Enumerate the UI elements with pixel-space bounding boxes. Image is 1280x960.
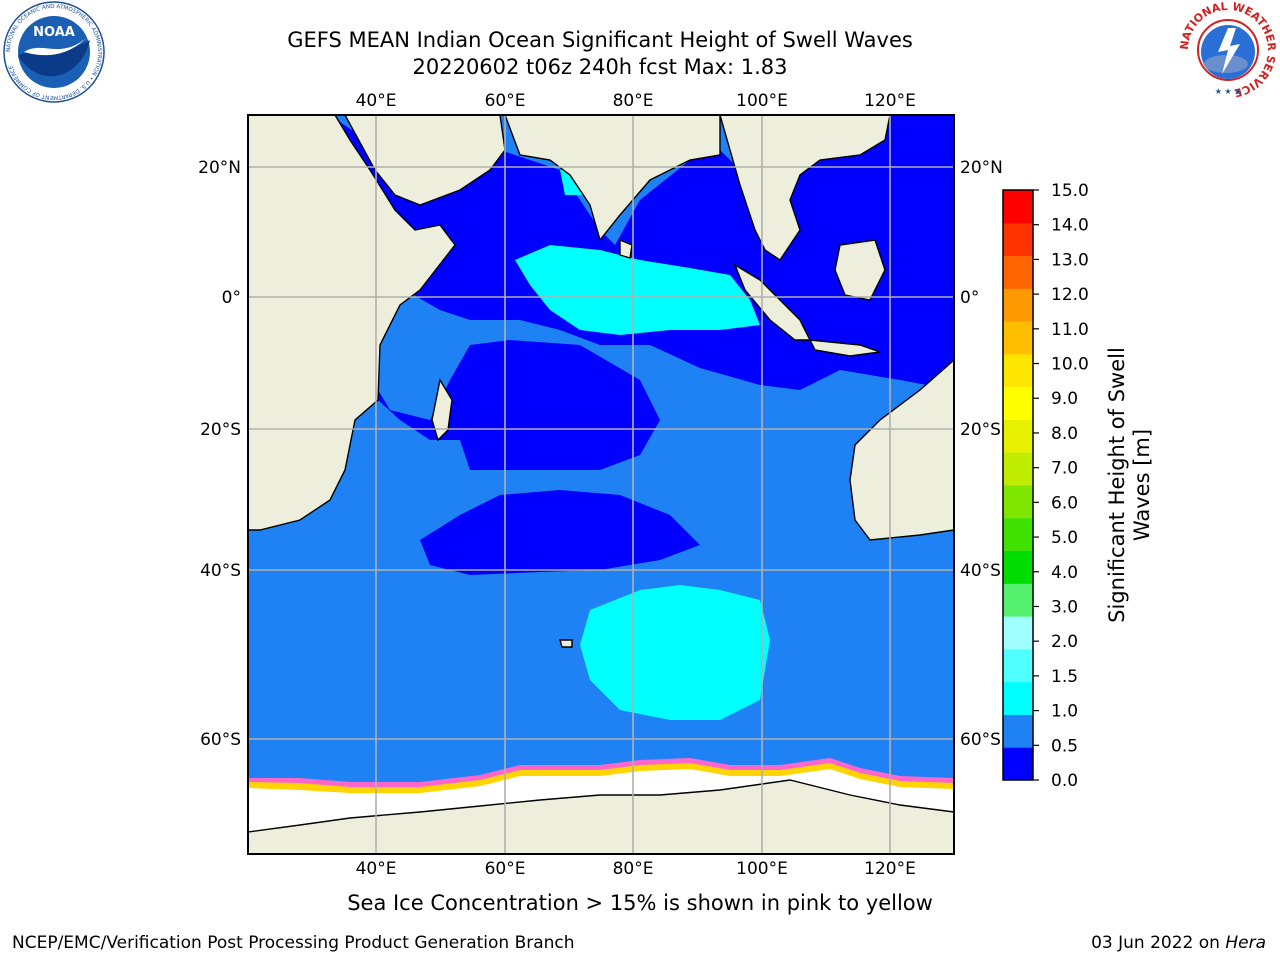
colorbar-swatch: [1003, 747, 1033, 781]
colorbar-tick-label: 5.0: [1051, 528, 1078, 548]
nws-logo: NATIONAL WEATHER SERVICE ★ ★ ★: [1178, 0, 1278, 99]
colorbar-tick-label: 9.0: [1051, 389, 1078, 409]
low-swell-east: [775, 115, 954, 330]
colorbar-tick-label: 2.0: [1051, 632, 1078, 652]
colorbar-tick-label: 1.0: [1051, 702, 1078, 722]
lon-bottom-label: 60°E: [485, 859, 526, 879]
swell-band-southern: [580, 585, 770, 720]
sumatra-land: [733, 263, 812, 341]
colorbar-frame: [1002, 189, 1034, 781]
chart-title: GEFS MEAN Indian Ocean Significant Heigh…: [287, 28, 913, 52]
lon-bottom-label: 80°E: [613, 859, 654, 879]
colorbar-tick-label: 13.0: [1051, 250, 1089, 270]
graticule: [248, 115, 954, 854]
colorbar-tick-label: 0.5: [1051, 736, 1078, 756]
colorbar-swatch: [1003, 517, 1033, 552]
colorbar-swatch: [1003, 255, 1033, 289]
low-swell-southern: [420, 490, 700, 575]
lat-right-label: 20°S: [960, 420, 1001, 440]
machine-name: Hera: [1225, 933, 1266, 953]
colorbar-swatch: [1003, 550, 1033, 584]
colorbar-swatch: [1003, 583, 1033, 617]
lat-left-label: 60°S: [200, 730, 241, 750]
colorbar: 0.0 0.5 1.0 1.5 2.0 3.0 4.0 5.0 6.0 7.0 8.0 9.0 10.0…: [1002, 181, 1089, 791]
colorbar-tick-label: 4.0: [1051, 563, 1078, 583]
colorbar-tick-label: 7.0: [1051, 459, 1078, 479]
lon-bottom-label: 120°E: [864, 859, 916, 879]
colorbar-swatch: [1003, 288, 1033, 322]
sri-lanka-land: [619, 238, 633, 259]
colorbar-swatch: [1003, 419, 1033, 453]
arabia-land: [344, 115, 506, 206]
lat-left-label: 0°: [222, 288, 241, 308]
madagascar-land: [431, 378, 453, 442]
colorbar-swatch: [1003, 714, 1033, 748]
colorbar-tick-label: 15.0: [1051, 181, 1089, 201]
colorbar-tick-label: 3.0: [1051, 597, 1078, 617]
colorbar-tick-label: 10.0: [1051, 355, 1089, 375]
lat-left-label: 20°N: [198, 158, 241, 178]
colorbar-tick-label: 6.0: [1051, 493, 1078, 513]
australia-land: [849, 359, 954, 541]
colorbar-tick-label: 12.0: [1051, 285, 1089, 305]
kerguelen-island: [559, 639, 573, 648]
colorbar-tick-label: 1.5: [1051, 667, 1078, 687]
lat-right-label: 60°S: [960, 730, 1001, 750]
lat-left-label: 20°S: [200, 420, 241, 440]
colorbar-tick-label: 0.0: [1051, 771, 1078, 791]
lon-top-label: 80°E: [613, 91, 654, 111]
map-frame: [247, 114, 955, 855]
java-land: [808, 339, 881, 357]
africa-land: [248, 115, 456, 531]
lon-top-label: 120°E: [864, 91, 916, 111]
colorbar-swatch: [1003, 616, 1033, 650]
colorbar-label: Significant Height of Swell Waves [m]: [1105, 347, 1154, 623]
colorbar-swatch: [1003, 321, 1033, 355]
lon-top-label: 60°E: [485, 91, 526, 111]
chart-subtitle: 20220602 t06z 240h fcst Max: 1.83: [412, 55, 788, 79]
colorbar-swatch: [1003, 452, 1033, 486]
lon-bottom-label: 100°E: [736, 859, 788, 879]
lat-right-label: 40°S: [960, 561, 1001, 581]
antarctica-land: [248, 779, 954, 854]
credit-text: NCEP/EMC/Verification Post Processing Pr…: [12, 933, 575, 953]
date-stamp: 03 Jun 2022 on Hera: [1091, 933, 1266, 953]
india-land: [504, 115, 721, 242]
swell-band-equatorial: [515, 245, 760, 335]
borneo-land: [834, 239, 886, 301]
colorbar-tick-label: 11.0: [1051, 320, 1089, 340]
noaa-logo: NATIONAL OCEANIC AND ATMOSPHERIC ADMINIS…: [3, 1, 105, 103]
lon-bottom-label: 40°E: [356, 859, 397, 879]
colorbar-swatch: [1003, 485, 1033, 519]
lon-top-label: 40°E: [356, 91, 397, 111]
colorbar-swatch: [1003, 222, 1033, 257]
svg-text:NOAA: NOAA: [33, 25, 75, 40]
colorbar-tick-label: 14.0: [1051, 216, 1089, 236]
colorbar-swatch: [1003, 681, 1033, 715]
colorbar-swatch: [1003, 353, 1033, 388]
colorbar-swatch: [1003, 648, 1033, 683]
lat-right-label: 20°N: [960, 158, 1003, 178]
colorbar-tick-label: 8.0: [1051, 424, 1078, 444]
lon-top-label: 100°E: [736, 91, 788, 111]
sea-ice-caption: Sea Ice Concentration > 15% is shown in …: [347, 891, 933, 915]
lat-left-label: 40°S: [200, 561, 241, 581]
colorbar-swatch: [1003, 190, 1033, 224]
svg-text:★ ★ ★: ★ ★ ★: [1215, 87, 1242, 96]
lat-right-label: 0°: [960, 288, 979, 308]
colorbar-swatch: [1003, 386, 1033, 420]
date-text: 03 Jun 2022 on: [1091, 933, 1226, 953]
